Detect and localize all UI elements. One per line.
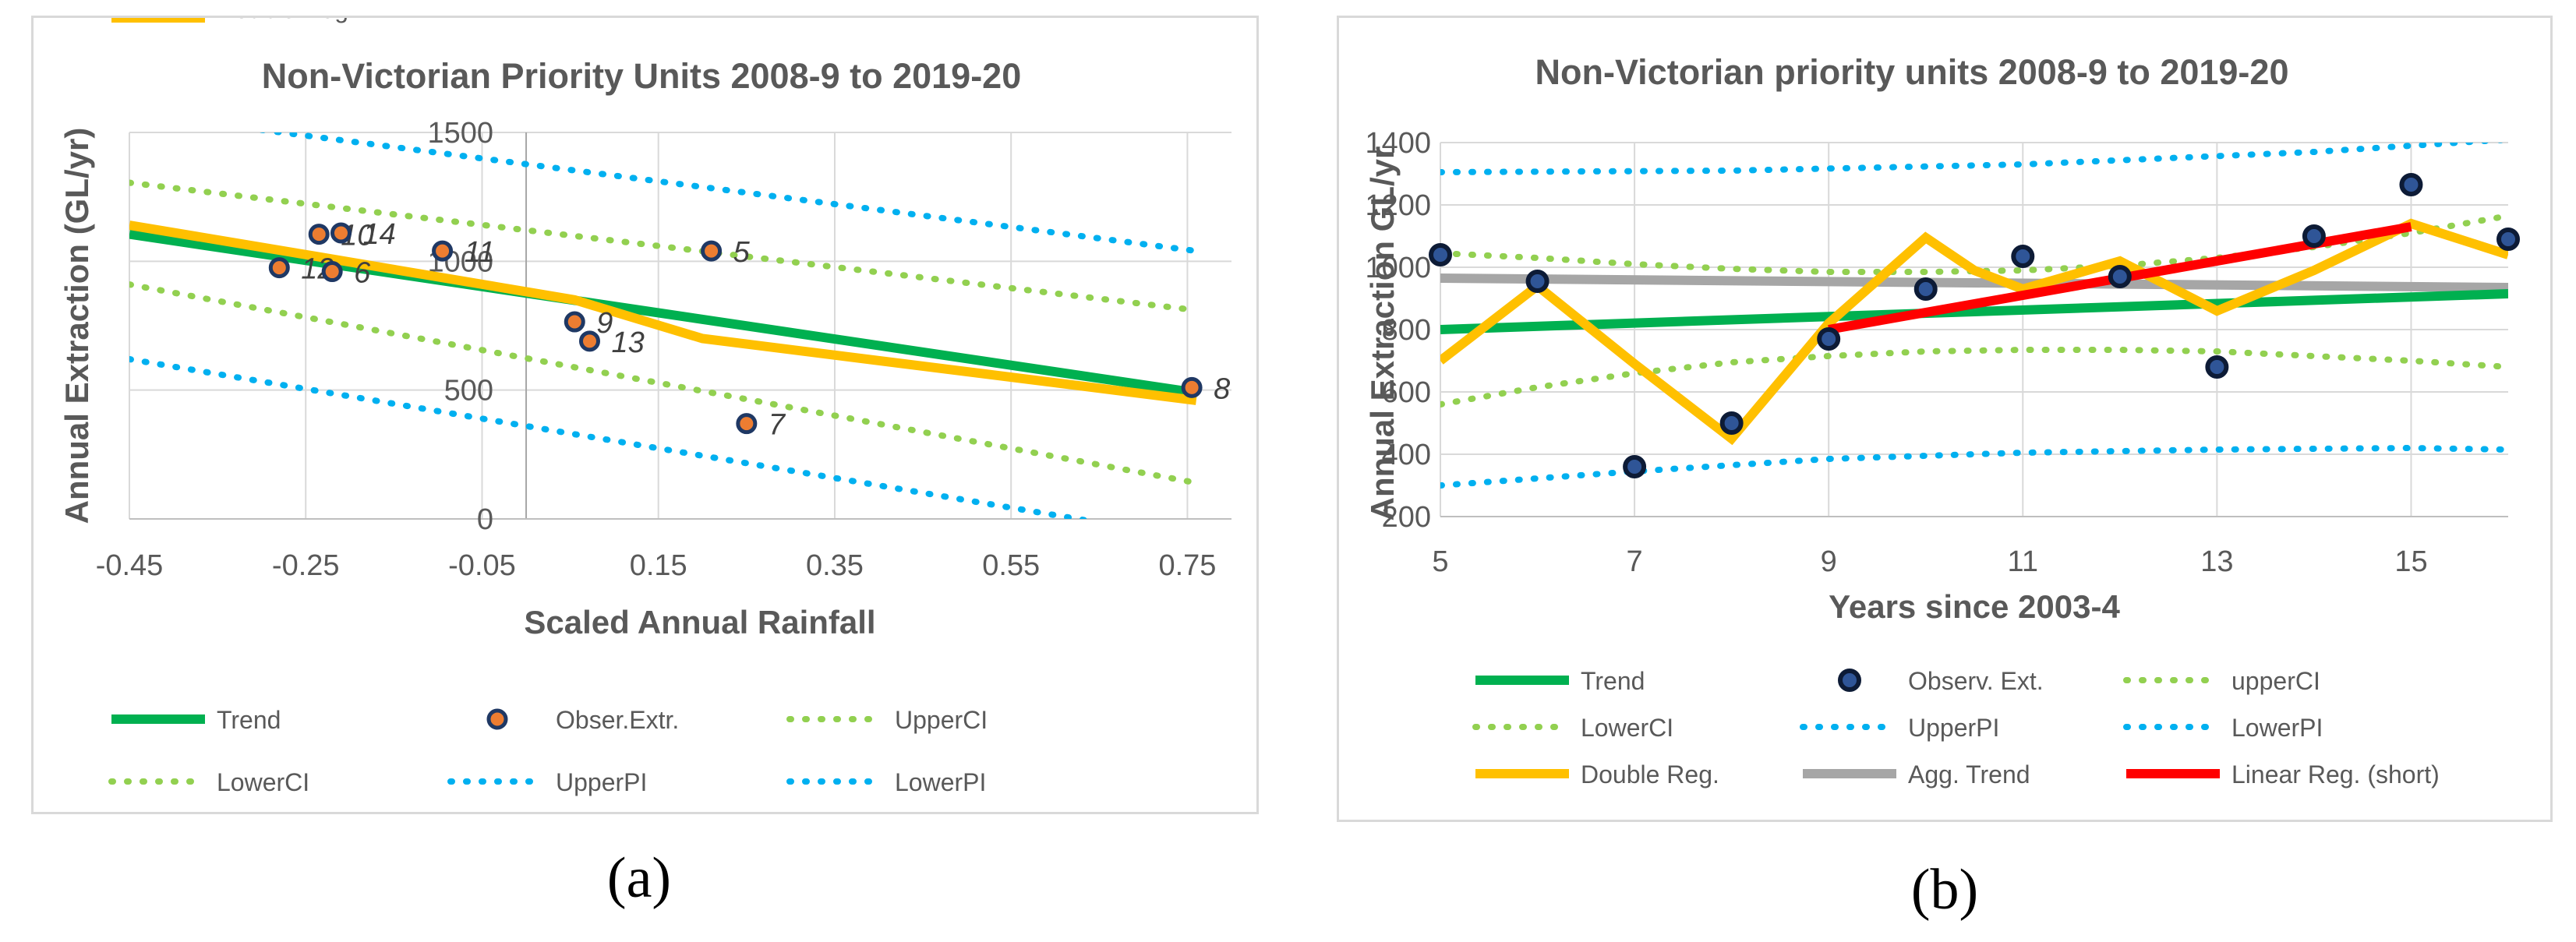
chart-a-ytick-label: 500 [444, 375, 493, 407]
chart-b-observation-point [2399, 173, 2423, 196]
chart-b-xtick-label: 15 [2394, 545, 2427, 578]
chart-a-legend-label: LowerPI [895, 768, 986, 796]
chart-a-series-lowerpi [129, 356, 1097, 519]
chart-b-observation-point [1525, 270, 1549, 293]
chart-b-xlabel: Years since 2003-4 [1829, 588, 2120, 625]
chart-a-legend-swatch [486, 708, 508, 730]
chart-b-ytick-label: 600 [1382, 376, 1431, 409]
chart-b-observation-point [1429, 243, 1452, 266]
chart-a-point-label: 6 [354, 257, 371, 290]
chart-a-point-label: 5 [733, 236, 751, 269]
chart-b-series-trend [1440, 289, 2508, 334]
chart-b-ylabel: Annual Extraction GL/yr [1364, 146, 1401, 521]
chart-a-point-label: 8 [1214, 372, 1230, 405]
chart-b-ytick-label: 1400 [1365, 127, 1431, 160]
chart-b-ytick-label: 200 [1382, 501, 1431, 534]
chart-a-series-lowerci [129, 281, 1200, 486]
chart-a-xtick-label: -0.05 [448, 549, 516, 582]
chart-a-series-upperci [129, 179, 1200, 314]
chart-b-legend-label: LowerCI [1581, 714, 1673, 742]
chart-a-point-label: 9 [596, 307, 613, 340]
chart-b-observation-point [2011, 245, 2035, 268]
chart-panel-a: Non-Victorian Priority Units 2008-9 to 2… [31, 0, 1259, 814]
chart-b-observation-point [1817, 327, 1841, 351]
chart-a-xtick-label: -0.45 [96, 549, 164, 582]
chart-a-xtick-label: 0.35 [806, 549, 864, 582]
chart-a-observation-point [564, 311, 585, 333]
chart-b-title: Non-Victorian priority units 2008-9 to 2… [1535, 52, 2289, 92]
chart-a-ylabel: Annual Extraction (GL/yr) [58, 128, 95, 524]
chart-a-observation-point [578, 330, 600, 352]
chart-a-svg: Non-Victorian Priority Units 2008-9 to 2… [58, 0, 1231, 796]
chart-panel-b: Non-Victorian priority units 2008-9 to 2… [1337, 16, 2553, 822]
chart-a-series-upperpi [260, 132, 1200, 255]
chart-b-xtick-label: 13 [2200, 545, 2233, 578]
chart-a-ytick-label: 0 [477, 503, 493, 536]
chart-a-observation-point [321, 261, 343, 283]
chart-a-xtick-label: 0.75 [1158, 549, 1216, 582]
caption-b: (b) [1910, 858, 1979, 922]
chart-b-legend-label: Linear Reg. (short) [2231, 760, 2440, 789]
chart-b-legend-label: upperCI [2231, 667, 2320, 695]
chart-a-observation-point [330, 222, 352, 244]
chart-a-point-label: 13 [611, 326, 644, 359]
chart-b-observation-point [1623, 455, 1647, 478]
chart-a-observation-point [432, 240, 454, 262]
chart-b-ytick-label: 800 [1382, 314, 1431, 347]
chart-a-legend-label: UpperPI [556, 768, 647, 796]
chart-a-legend-label: Obser.Extr. [556, 706, 679, 734]
chart-a-observation-point [1181, 376, 1203, 398]
chart-b-legend-label: Trend [1581, 667, 1645, 695]
chart-a-legend-label: Double Reg. [217, 18, 355, 23]
chart-b-xtick-label: 11 [2008, 545, 2038, 578]
chart-a-series-double-reg [129, 221, 1197, 405]
chart-b-plot-area [1440, 143, 2508, 489]
chart-b-legend-label: UpperPI [1908, 714, 1999, 742]
chart-a-legend-label: LowerCI [217, 768, 309, 796]
chart-a-xtick-label: 0.15 [630, 549, 687, 582]
chart-b-observation-point [2302, 224, 2326, 248]
chart-b-ytick-label: 1000 [1365, 252, 1431, 284]
chart-a-title: Non-Victorian Priority Units 2008-9 to 2… [262, 56, 1022, 96]
chart-b-xtick-label: 5 [1432, 545, 1448, 578]
chart-b-observation-point [2108, 265, 2132, 288]
chart-b-series-agg-trend [1440, 273, 2508, 292]
chart-b-xtick-label: 7 [1627, 545, 1643, 578]
caption-a: (a) [606, 846, 672, 910]
chart-b-series-upperci [1440, 213, 2508, 275]
chart-a-plot-area [129, 132, 1200, 519]
chart-a-series-trend [129, 229, 1197, 397]
chart-b-series-double-reg [1440, 218, 2508, 446]
chart-a-observation-point [268, 257, 290, 279]
chart-b-legend-label: Observ. Ext. [1908, 667, 2044, 695]
chart-a-xtick-label: -0.25 [272, 549, 340, 582]
chart-a-ytick-label: 1500 [427, 117, 493, 150]
chart-a-legend-label: Trend [217, 706, 281, 734]
chart-a-point-label: 7 [769, 409, 786, 442]
chart-a-point-label: 11 [465, 236, 495, 269]
chart-a-point-label: 14 [362, 218, 395, 251]
chart-a-observation-point [701, 240, 723, 262]
chart-b-svg: Non-Victorian priority units 2008-9 to 2… [1364, 52, 2520, 789]
chart-b-ytick-label: 1200 [1365, 189, 1431, 222]
chart-b-legend-label: Agg. Trend [1908, 760, 2030, 789]
chart-a-xlabel: Scaled Annual Rainfall [524, 604, 875, 640]
chart-a-xtick-label: 0.55 [982, 549, 1040, 582]
chart-b-observation-point [1913, 277, 1938, 301]
chart-b-series-lowerci [1440, 347, 2508, 407]
chart-b-legend-label: LowerPI [2231, 714, 2323, 742]
chart-b-legend-label: Double Reg. [1581, 760, 1719, 789]
chart-b-ytick-label: 400 [1382, 439, 1431, 471]
chart-b-observation-point [2205, 355, 2229, 379]
chart-b-series-upperpi [1440, 143, 2508, 175]
chart-b-legend-swatch [1838, 669, 1861, 692]
chart-a-observation-point [308, 224, 330, 245]
chart-a-observation-point [736, 413, 758, 435]
chart-b-observation-point [2496, 228, 2520, 251]
chart-b-xtick-label: 9 [1821, 545, 1837, 578]
chart-b-observation-point [1719, 411, 1744, 435]
chart-a-legend-label: UpperCI [895, 706, 988, 734]
